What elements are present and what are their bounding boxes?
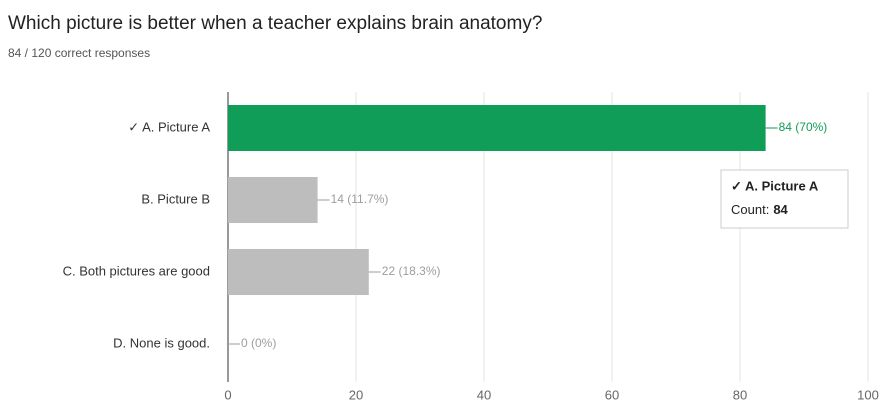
tooltip-title: ✓ A. Picture A xyxy=(731,178,819,193)
bar xyxy=(228,105,766,151)
tooltip-value: 84 xyxy=(773,202,788,217)
tooltip-label: Count: xyxy=(731,202,769,217)
y-tick-label: C. Both pictures are good xyxy=(63,263,210,278)
bar xyxy=(228,177,318,223)
x-tick-label: 80 xyxy=(733,387,747,402)
x-tick-label: 20 xyxy=(349,387,363,402)
value-label: 0 (0%) xyxy=(241,336,276,350)
value-label: 84 (70%) xyxy=(779,120,828,134)
x-tick-label: 100 xyxy=(857,387,879,402)
y-tick-label: ✓ A. Picture A xyxy=(128,119,210,134)
chart-subtitle: 84 / 120 correct responses xyxy=(8,46,150,60)
x-tick-label: 40 xyxy=(477,387,491,402)
tooltip: ✓ A. Picture A Count: 84 xyxy=(720,169,849,229)
tooltip-box xyxy=(720,169,849,229)
bar xyxy=(228,249,369,295)
value-label: 22 (18.3%) xyxy=(382,264,441,278)
chart-title: Which picture is better when a teacher e… xyxy=(8,13,542,34)
x-tick-label: 60 xyxy=(605,387,619,402)
value-label: 14 (11.7%) xyxy=(331,192,389,206)
y-tick-label: D. None is good. xyxy=(113,335,210,350)
x-tick-label: 0 xyxy=(224,387,231,402)
y-tick-label: B. Picture B xyxy=(141,191,210,206)
tooltip-count: Count: 84 xyxy=(731,202,789,217)
